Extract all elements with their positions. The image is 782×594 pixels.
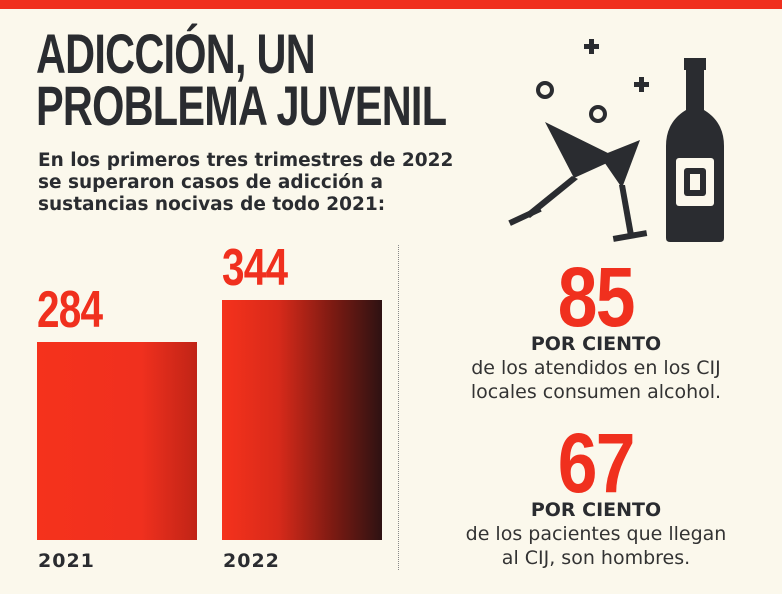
stat-value: 67 bbox=[557, 416, 636, 510]
wine-bottle-icon bbox=[666, 58, 724, 242]
stat-desc-line-2: al CIJ, son hombres. bbox=[501, 547, 691, 569]
title-line-2: PROBLEMA JUVENIL bbox=[36, 74, 447, 137]
subtitle-line-3: sustancias nocivas de todo 2021: bbox=[38, 194, 386, 215]
bubbles-icon bbox=[536, 81, 607, 123]
subtitle-line-2: se superaron casos de adicción a bbox=[38, 172, 384, 193]
stat-desc-line-1: de los atendidos en los CIJ bbox=[471, 357, 721, 379]
title-line-1: ADICCIÓN, UN bbox=[36, 22, 316, 85]
stat-value: 85 bbox=[557, 250, 636, 344]
bar-label-2021: 2021 bbox=[38, 550, 95, 572]
stat-alcohol: 85 POR CIENTO de los atendidos en los CI… bbox=[420, 250, 772, 404]
bar-label-2022: 2022 bbox=[223, 550, 280, 572]
stat-desc-line-1: de los pacientes que llegan bbox=[465, 523, 727, 545]
divider bbox=[398, 245, 399, 570]
top-accent-bar bbox=[0, 0, 782, 9]
stat-men: 67 POR CIENTO de los pacientes que llega… bbox=[420, 416, 772, 570]
cocktail-glasses-icon bbox=[508, 122, 648, 242]
subtitle: En los primeros tres trimestres de 2022 … bbox=[38, 150, 453, 216]
sparkle-plus-icon bbox=[584, 39, 649, 92]
bar-value-2021: 284 bbox=[37, 281, 103, 339]
bar-value-2022: 344 bbox=[222, 239, 288, 297]
bar-2022 bbox=[222, 300, 382, 540]
page-title: ADICCIÓN, UN PROBLEMA JUVENIL bbox=[36, 22, 447, 137]
subtitle-line-1: En los primeros tres trimestres de 2022 bbox=[38, 150, 454, 171]
stat-unit: POR CIENTO bbox=[530, 499, 662, 521]
bar-2021 bbox=[37, 342, 197, 540]
alcohol-illustration bbox=[508, 39, 724, 242]
stat-desc-line-2: locales consumen alcohol. bbox=[470, 381, 722, 403]
stat-unit: POR CIENTO bbox=[530, 333, 662, 355]
